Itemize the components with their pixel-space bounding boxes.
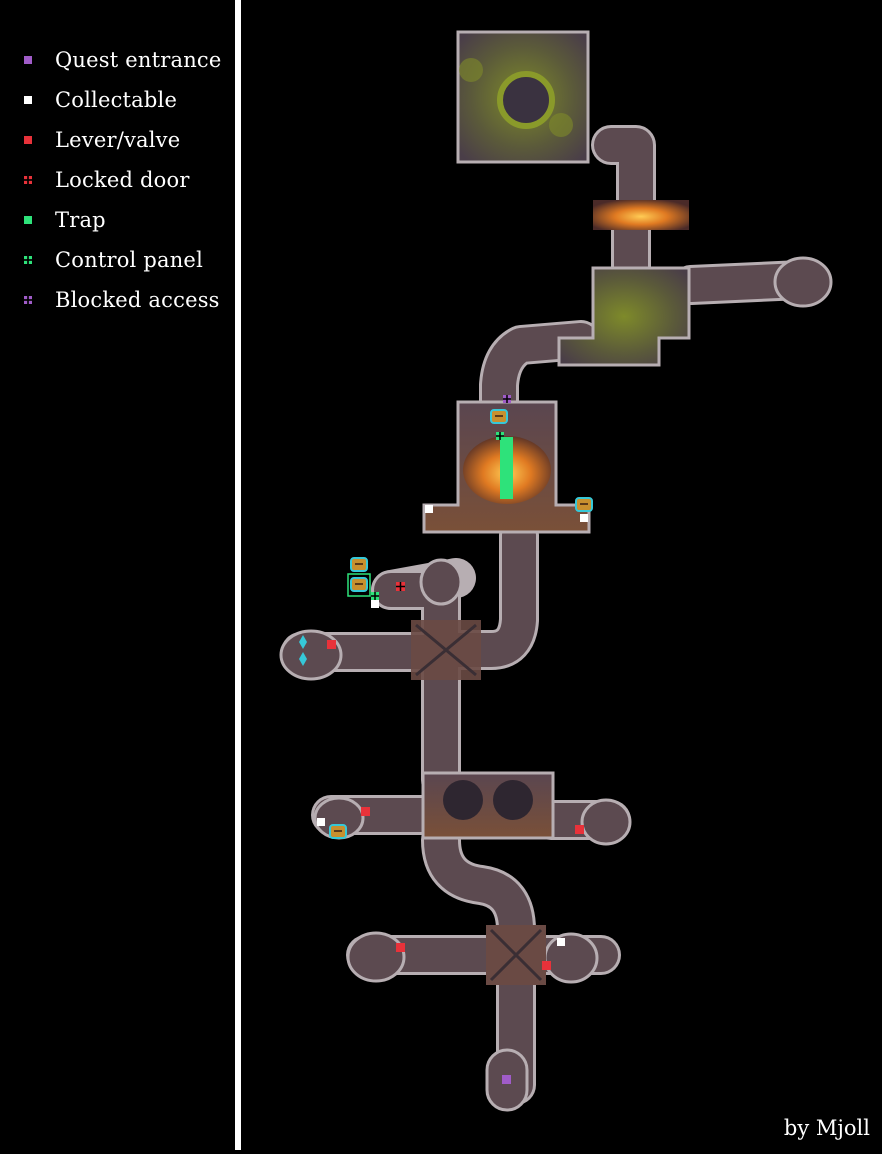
collectable-marker bbox=[425, 505, 433, 513]
control-panel-marker bbox=[496, 432, 504, 440]
legend-item: Collectable bbox=[24, 86, 177, 114]
legend-item: Quest entrance bbox=[24, 46, 222, 74]
collectable-marker bbox=[371, 600, 379, 608]
legend-label: Locked door bbox=[55, 168, 190, 192]
trap-marker bbox=[500, 437, 513, 499]
legend-swatch bbox=[24, 256, 32, 264]
legend-swatch bbox=[24, 96, 32, 104]
legend-item: Locked door bbox=[24, 166, 190, 194]
legend-label: Lever/valve bbox=[55, 128, 181, 152]
legend-item: Blocked access bbox=[24, 286, 220, 314]
legend-swatch bbox=[24, 216, 32, 224]
legend-panel: Quest entrance Collectable Lever/valve Lock… bbox=[0, 0, 236, 1150]
legend-item: Trap bbox=[24, 206, 106, 234]
treasure-chest-icon bbox=[347, 573, 371, 597]
legend-swatch bbox=[24, 296, 32, 304]
treasure-chest-icon bbox=[329, 824, 347, 839]
legend-item: Control panel bbox=[24, 246, 203, 274]
crystal-statue-icon bbox=[299, 635, 307, 666]
quest-entrance-marker bbox=[502, 1075, 511, 1084]
collectable-marker bbox=[580, 514, 588, 522]
treasure-chest-icon bbox=[350, 557, 368, 572]
legend-label: Control panel bbox=[55, 248, 203, 272]
dungeon-map: by Mjoll bbox=[241, 0, 882, 1150]
legend-label: Quest entrance bbox=[55, 48, 222, 72]
map-floor bbox=[279, 30, 833, 1112]
treasure-chest-icon bbox=[575, 497, 593, 512]
lever-marker bbox=[542, 961, 551, 970]
map-markers bbox=[299, 395, 593, 1084]
blocked-access-marker bbox=[503, 395, 511, 403]
author-credit: by Mjoll bbox=[783, 1116, 870, 1140]
legend-divider bbox=[235, 0, 241, 1150]
treasure-chest-icon bbox=[490, 409, 508, 424]
legend-label: Trap bbox=[55, 208, 106, 232]
legend-swatch bbox=[24, 176, 32, 184]
legend-label: Collectable bbox=[55, 88, 178, 112]
lever-marker bbox=[327, 640, 336, 649]
locked-door-marker bbox=[396, 582, 405, 591]
lever-marker bbox=[396, 943, 405, 952]
legend-item: Lever/valve bbox=[24, 126, 180, 154]
lever-marker bbox=[575, 825, 584, 834]
legend-label: Blocked access bbox=[55, 288, 220, 312]
control-panel-marker bbox=[371, 592, 379, 600]
lever-marker bbox=[361, 807, 370, 816]
dungeon-map-canvas bbox=[279, 30, 833, 1112]
legend-swatch bbox=[24, 56, 32, 64]
collectable-marker bbox=[557, 938, 565, 946]
collectable-marker bbox=[317, 818, 325, 826]
legend-swatch bbox=[24, 136, 32, 144]
